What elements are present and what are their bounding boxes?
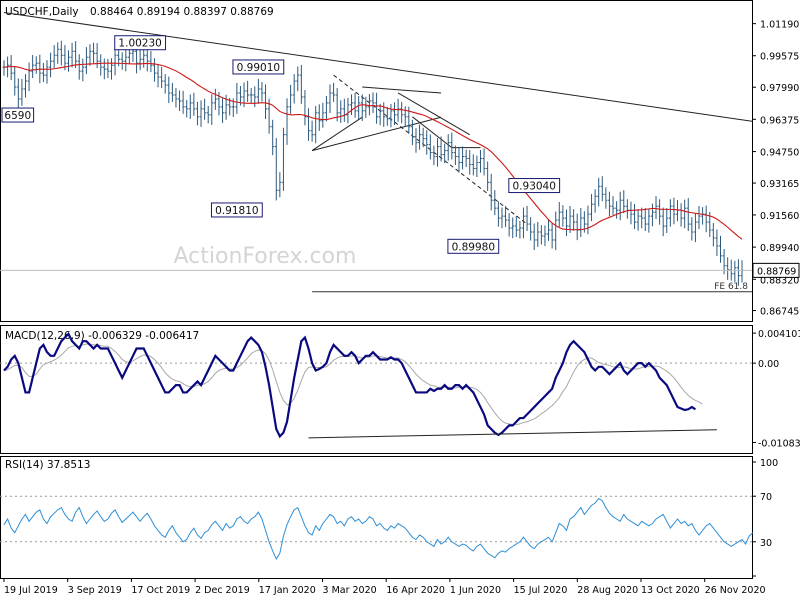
macd-divergence-line bbox=[308, 429, 717, 439]
fe-level: FE 61.8 bbox=[0, 269, 752, 293]
y-tick-label: 0.86745 bbox=[760, 307, 799, 318]
y-tick-label: 0.004101 bbox=[758, 329, 800, 340]
price-panel: ActionForex.com USDCHF,Daily 0.88464 0.8… bbox=[0, 0, 800, 322]
rsi-label: RSI(14) 37.8513 bbox=[5, 459, 90, 471]
y-tick-label: 1.01190 bbox=[760, 20, 799, 31]
x-tick-label: 19 Jul 2019 bbox=[4, 585, 58, 596]
y-tick-label: 0.97990 bbox=[760, 83, 799, 94]
macd-label: MACD(12,26,9) -0.006329 -0.006417 bbox=[5, 330, 199, 342]
y-tick-label: 0.91560 bbox=[760, 211, 799, 222]
x-tick-label: 26 Nov 2020 bbox=[705, 585, 766, 596]
price-annotation: 0.89980 bbox=[452, 241, 495, 253]
x-tick-label: 1 Jun 2020 bbox=[450, 585, 501, 596]
x-tick-label: 2 Dec 2019 bbox=[195, 585, 250, 596]
x-tick-label: 3 Sep 2019 bbox=[68, 585, 122, 596]
fe-label: FE 61.8 bbox=[714, 282, 748, 292]
x-axis: 19 Jul 2019 3 Sep 2019 17 Oct 2019 2 Dec 20… bbox=[3, 578, 766, 596]
rsi-panel-frame bbox=[0, 456, 753, 579]
y-tick-label: 0.93165 bbox=[760, 179, 799, 190]
macd-line bbox=[3, 331, 697, 439]
price-annotation-box bbox=[232, 59, 285, 75]
current-price-box bbox=[752, 262, 800, 278]
price-annotation-box bbox=[508, 178, 561, 194]
watermark: ActionForex.com bbox=[174, 244, 357, 269]
symbol-label: USDCHF,Daily bbox=[5, 6, 79, 18]
trendlines bbox=[3, 12, 753, 225]
price-annotation: 1.00230 bbox=[118, 38, 161, 50]
structure-line-4 bbox=[412, 116, 453, 148]
price-annotation-box bbox=[114, 35, 167, 51]
structure-line-0 bbox=[311, 116, 363, 151]
x-tick-label: 17 Jan 2020 bbox=[259, 585, 316, 596]
x-tick-label: 16 Apr 2020 bbox=[386, 585, 445, 596]
x-tick-label: 13 Oct 2020 bbox=[641, 585, 700, 596]
y-tick-label: 0.00 bbox=[758, 359, 779, 370]
macd-panel: MACD(12,26,9) -0.006329 -0.006417 0.0041… bbox=[0, 325, 800, 454]
upper-trendline bbox=[3, 12, 753, 122]
y-tick-label: 70 bbox=[760, 492, 772, 503]
y-tick-label: 0.89940 bbox=[760, 243, 799, 254]
rsi-line bbox=[3, 497, 754, 560]
rsi-y-axis: 100 70 30 bbox=[752, 458, 778, 577]
price-annotation: 0.91810 bbox=[215, 205, 258, 217]
price-annotation: 6590 bbox=[4, 110, 31, 122]
y-tick-label: 0.96375 bbox=[760, 115, 799, 126]
price-panel-frame bbox=[0, 0, 753, 322]
moving-average bbox=[3, 62, 743, 240]
price-annotations: 1.00230 0.99010 0.91810 0.89980 0.93040 6590 bbox=[1, 35, 561, 254]
x-tick-label: 17 Oct 2019 bbox=[131, 585, 190, 596]
moving-average-line bbox=[3, 62, 743, 240]
y-tick-label: -0.010833 bbox=[758, 438, 800, 449]
current-price-label: 0.88769 bbox=[757, 266, 796, 277]
y-tick-label: 30 bbox=[760, 538, 772, 549]
macd-y-axis: 0.004101 0.00 -0.010833 bbox=[752, 329, 800, 449]
ohlc-values: 0.88464 0.89194 0.88397 0.88769 bbox=[90, 6, 274, 18]
price-annotation-box bbox=[447, 238, 500, 254]
price-y-axis: 1.01190 0.99575 0.97990 0.96375 0.94750 0.931… bbox=[752, 20, 800, 318]
structure-line-3 bbox=[397, 92, 470, 136]
price-annotation: 0.99010 bbox=[237, 62, 280, 74]
price-annotation-box bbox=[210, 202, 263, 218]
price-annotation-box bbox=[1, 107, 35, 123]
y-tick-label: 0.99575 bbox=[760, 52, 799, 63]
price-bars bbox=[2, 40, 744, 286]
y-tick-label: 0.94750 bbox=[760, 148, 799, 159]
macd-lines bbox=[0, 331, 752, 439]
rsi-panel: RSI(14) 37.8513 100 70 30 bbox=[0, 456, 778, 579]
y-tick-label: 100 bbox=[760, 458, 778, 469]
price-annotation: 0.93040 bbox=[513, 181, 556, 193]
macd-panel-frame bbox=[0, 325, 753, 454]
x-tick-label: 15 Jul 2020 bbox=[514, 585, 568, 596]
structure-line-2 bbox=[362, 86, 442, 94]
macd-signal-line bbox=[3, 343, 703, 426]
rsi-lines bbox=[0, 495, 754, 560]
x-tick-label: 28 Aug 2020 bbox=[577, 585, 638, 596]
x-tick-label: 3 Mar 2020 bbox=[323, 585, 377, 596]
y-tick-label: 0.88320 bbox=[760, 275, 799, 286]
